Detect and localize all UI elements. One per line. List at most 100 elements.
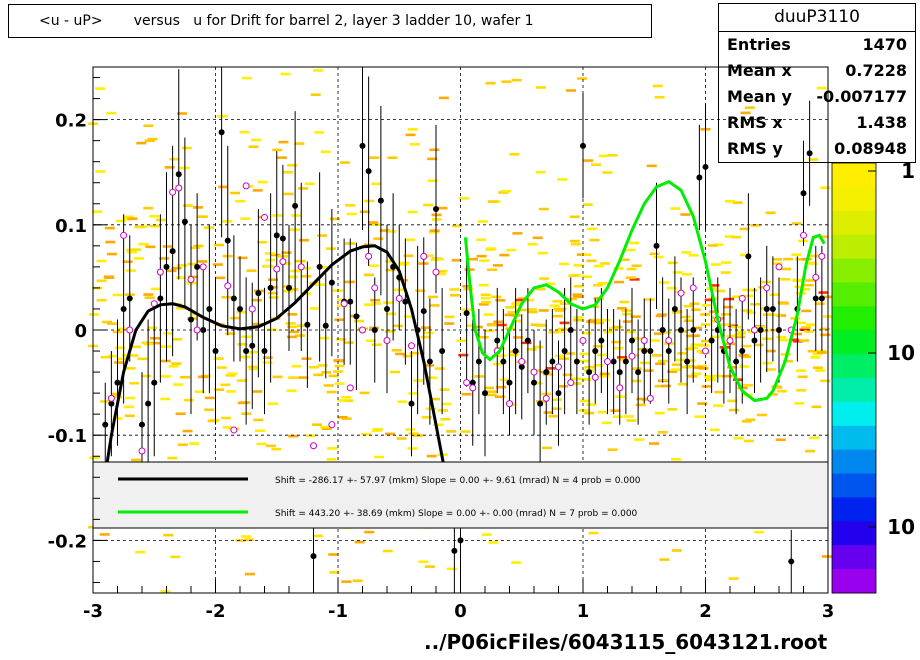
density-bin xyxy=(407,128,418,131)
density-bin xyxy=(214,276,225,280)
density-bin xyxy=(125,248,136,252)
density-bin xyxy=(336,304,347,308)
density-bin xyxy=(801,257,812,261)
colorbar-band xyxy=(832,354,876,379)
density-bin xyxy=(506,248,517,252)
density-bin xyxy=(227,372,238,375)
density-bin xyxy=(103,275,114,279)
density-bin xyxy=(357,327,368,330)
density-bin xyxy=(657,359,668,363)
density-bin xyxy=(615,395,626,398)
density-bin xyxy=(301,292,312,295)
density-bin xyxy=(405,238,416,242)
density-bin xyxy=(240,355,251,359)
density-bin xyxy=(402,354,413,358)
colorbar-band xyxy=(832,330,876,355)
data-point-open xyxy=(150,300,158,308)
density-bin xyxy=(429,518,440,522)
density-bin xyxy=(234,518,245,522)
density-bin xyxy=(262,356,273,359)
density-bin xyxy=(481,533,492,536)
density-bin xyxy=(288,434,299,438)
density-bin xyxy=(235,199,246,203)
density-bin xyxy=(254,289,265,293)
density-bin xyxy=(394,288,405,292)
density-bin xyxy=(554,309,565,313)
density-bin xyxy=(424,565,435,568)
data-point xyxy=(224,237,231,244)
density-bin xyxy=(758,329,769,333)
density-bin xyxy=(330,217,341,221)
density-bin xyxy=(415,289,426,293)
density-bin xyxy=(767,393,778,396)
density-bin xyxy=(723,374,734,378)
density-bin xyxy=(216,366,227,369)
data-point xyxy=(451,547,458,554)
data-point-open xyxy=(169,188,177,196)
data-point xyxy=(537,400,544,407)
density-bin xyxy=(558,262,569,266)
data-point xyxy=(482,390,488,397)
density-bin xyxy=(636,397,647,401)
data-point xyxy=(696,174,703,181)
density-bin xyxy=(791,253,802,256)
data-point xyxy=(671,305,678,312)
data-point xyxy=(267,284,274,291)
data-point-open xyxy=(242,182,250,190)
density-bin xyxy=(243,538,254,542)
density-bin xyxy=(373,237,384,240)
density-bin xyxy=(197,260,208,263)
density-bin xyxy=(629,241,640,245)
density-bin xyxy=(341,475,352,479)
density-bin xyxy=(792,339,803,343)
density-bin xyxy=(313,373,324,377)
density-bin xyxy=(368,264,379,268)
data-point xyxy=(463,310,470,317)
x-tick-label: -1 xyxy=(328,601,348,622)
density-bin xyxy=(596,353,607,357)
data-point-open xyxy=(126,326,134,334)
density-bin xyxy=(686,334,697,338)
density-bin xyxy=(816,351,827,354)
density-bin xyxy=(328,553,339,556)
density-bin xyxy=(226,498,237,502)
data-point-open xyxy=(567,379,575,387)
density-bin xyxy=(461,308,472,311)
density-bin xyxy=(485,248,496,251)
density-bin xyxy=(353,319,364,323)
data-point xyxy=(794,305,801,312)
colorbar-band xyxy=(832,497,876,522)
density-bin xyxy=(758,285,769,289)
colorbar-band xyxy=(832,258,876,283)
density-bin xyxy=(655,362,666,366)
density-bin xyxy=(291,364,302,368)
stat-value: 1.438 xyxy=(856,113,907,132)
density-bin xyxy=(506,403,517,407)
density-bin xyxy=(682,273,693,276)
density-bin xyxy=(492,362,503,366)
data-point xyxy=(524,337,531,344)
density-bin xyxy=(552,398,563,402)
density-bin xyxy=(329,481,340,485)
density-bin xyxy=(418,560,429,564)
density-bin xyxy=(659,281,670,284)
density-bin xyxy=(765,368,776,371)
density-bin xyxy=(107,322,118,325)
density-bin xyxy=(530,369,541,372)
density-bin xyxy=(791,222,802,225)
colorbar-band xyxy=(832,545,876,570)
colorbar-band xyxy=(832,163,876,188)
density-bin xyxy=(478,335,489,339)
density-bin xyxy=(478,303,489,306)
density-bin xyxy=(266,522,277,526)
density-bin xyxy=(748,330,759,334)
density-bin xyxy=(812,366,823,370)
density-bin xyxy=(117,357,128,361)
density-bin xyxy=(599,372,610,376)
density-bin xyxy=(125,269,136,272)
density-bin xyxy=(343,399,354,402)
file-path-label: ../P06icFiles/6043115_6043121.root xyxy=(424,630,828,654)
stat-value: -0.007177 xyxy=(816,87,907,106)
density-bin xyxy=(727,365,738,369)
density-bin xyxy=(576,77,587,80)
